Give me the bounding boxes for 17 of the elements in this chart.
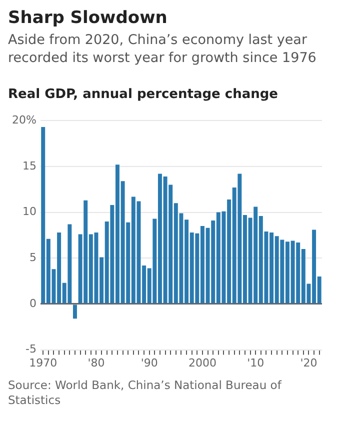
x-tick-label: '10 — [247, 356, 264, 370]
y-tick-label: 5 — [29, 250, 36, 264]
y-tick-label: 15 — [22, 159, 36, 172]
chart-subtitle: Aside from 2020, China’s economy last year recorded its worst year for growth since 1976 — [8, 31, 318, 67]
x-tick-label: 1970 — [29, 356, 58, 370]
chart-title: Sharp Slowdown — [8, 8, 168, 28]
x-tick-label: '20 — [300, 356, 318, 370]
y-axis-title: Real GDP, annual percentage change — [8, 87, 279, 102]
source-note: Source: World Bank, China’s National Bureau of Statistics — [8, 378, 283, 408]
y-tick-label: 10 — [22, 205, 36, 218]
bar — [72, 304, 77, 319]
x-tick-label: 2000 — [188, 356, 216, 370]
x-tick-label: '80 — [88, 356, 105, 370]
x-tick-label: '90 — [140, 356, 158, 370]
y-tick-label: 20% — [12, 113, 36, 126]
y-tick-label: -5 — [25, 342, 36, 356]
y-tick-label: 0 — [29, 296, 36, 310]
